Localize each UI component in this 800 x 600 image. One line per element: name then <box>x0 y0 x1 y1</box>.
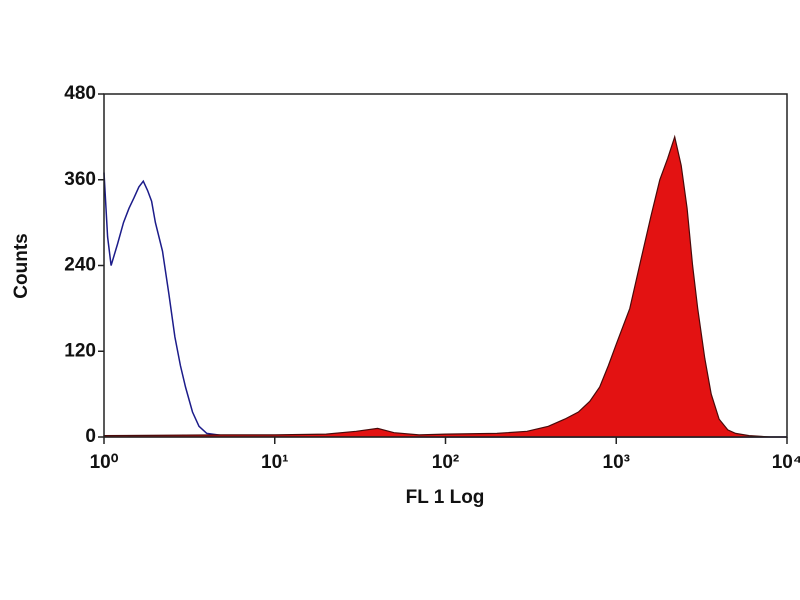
x-axis-label: FL 1 Log <box>406 487 485 508</box>
y-tick-label: 120 <box>64 340 96 361</box>
y-axis-label: Counts <box>11 233 32 298</box>
histogram-line <box>103 172 787 438</box>
x-tick-label: 10⁴ <box>772 452 800 473</box>
y-tick-label: 480 <box>64 83 96 104</box>
y-tick-label: 0 <box>85 426 96 447</box>
y-tick-label: 240 <box>64 255 96 276</box>
x-tick-label: 10² <box>432 452 459 473</box>
x-tick-label: 10³ <box>603 452 630 473</box>
x-tick-label: 10¹ <box>261 452 288 473</box>
x-tick-label: 10⁰ <box>90 452 119 473</box>
histogram-area <box>103 134 787 438</box>
y-tick-label: 360 <box>64 169 96 190</box>
